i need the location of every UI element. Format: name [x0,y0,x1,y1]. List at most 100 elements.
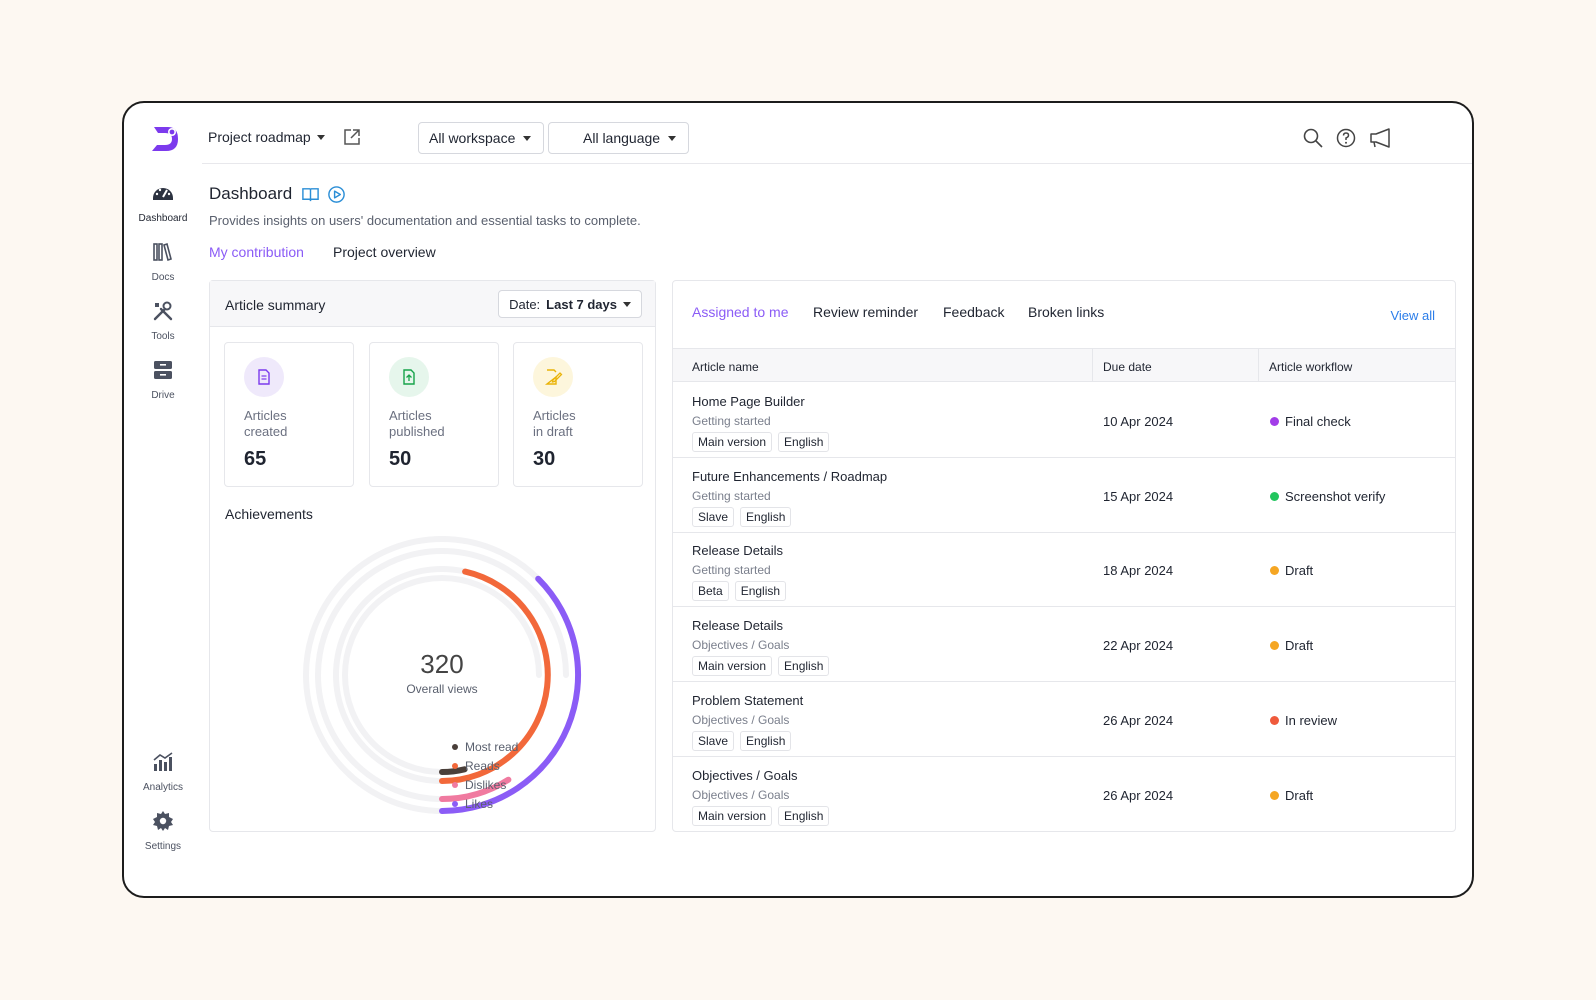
tag-badge: Main version [692,806,773,826]
chart-center-value: 320 [420,649,463,679]
tab-project-overview[interactable]: Project overview [333,244,436,260]
tab-review-reminder[interactable]: Review reminder [813,304,919,320]
chart-center-label: Overall views [406,682,477,696]
table-row[interactable]: Objectives / Goals Objectives / Goals Main… [673,757,1455,832]
table-row[interactable]: Problem Statement Objectives / Goals Slave… [673,682,1455,757]
tasks-panel: Assigned to me Review reminder Feedback … [672,280,1456,832]
sidebar-item-label: Analytics [142,782,183,793]
tag-badge: English [778,806,830,826]
stat-card-published[interactable]: Articles published 50 [369,342,499,487]
column-header-article-name[interactable]: Article name [692,360,759,374]
workspace-dropdown[interactable]: All workspace [418,122,545,154]
stat-label: Articles published [389,408,445,439]
stat-icon-circle [389,357,429,397]
search-icon[interactable] [1302,127,1324,149]
article-category: Getting started [692,563,771,577]
sidebar-item-dashboard[interactable]: Dashboard [124,181,202,226]
language-dropdown[interactable]: All language [548,122,690,154]
sidebar-item-settings[interactable]: Settings [124,809,202,854]
article-name[interactable]: Problem Statement [692,693,804,708]
tag-list: Main version English [692,656,830,676]
article-name[interactable]: Objectives / Goals [692,768,798,783]
article-name[interactable]: Release Details [692,543,784,558]
sidebar-item-drive[interactable]: Drive [124,358,202,403]
workflow-label: In review [1285,713,1338,728]
stat-value: 65 [244,448,267,470]
tag-badge: English [740,731,792,751]
page-subtitle: Provides insights on users' documentatio… [209,213,641,228]
tab-my-contribution[interactable]: My contribution [209,244,304,260]
legend-label: Most read [465,740,518,754]
article-name[interactable]: Future Enhancements / Roadmap [692,469,888,484]
article-category: Objectives / Goals [692,713,790,727]
article-name[interactable]: Home Page Builder [692,394,805,409]
article-category: Getting started [692,489,771,503]
workflow-status: Final check [1270,414,1351,429]
chart-track [342,575,542,775]
column-header-due-date[interactable]: Due date [1103,360,1152,374]
app-window: Dashboard Docs Tools [122,101,1474,898]
date-range-dropdown[interactable]: Date: Last 7 days [498,290,642,318]
article-category: Objectives / Goals [692,788,790,802]
workflow-status: Screenshot verify [1270,489,1385,504]
play-video-icon[interactable] [327,185,346,204]
sidebar-item-label: Settings [144,841,182,852]
document-icon [258,369,270,385]
table-row[interactable]: Home Page Builder Getting started Main ver… [673,383,1455,458]
tools-icon [153,301,173,321]
chart-arc-likes [439,575,582,814]
external-link-icon[interactable] [342,127,362,147]
legend-marker [452,763,458,769]
workflow-status: Draft [1270,788,1313,803]
stat-value: 50 [389,448,412,470]
sidebar-item-analytics[interactable]: Analytics [124,750,202,795]
article-name[interactable]: Release Details [692,618,784,633]
sidebar-item-label: Tools [151,331,175,342]
chart-arc-most-read [439,766,468,775]
stat-card-created[interactable]: Articles created 65 [224,342,354,487]
sidebar: Dashboard Docs Tools [124,103,202,896]
help-icon[interactable] [1335,127,1357,149]
stat-label: Articles in draft [533,408,576,439]
stat-icon-circle [533,357,573,397]
tag-badge: English [778,432,830,452]
tag-badge: Slave [692,731,735,751]
column-divider [1092,349,1093,381]
legend-label: Dislikes [465,778,506,792]
announcement-megaphone-icon[interactable] [1368,127,1394,149]
view-all-link[interactable]: View all [1390,308,1435,323]
project-selector[interactable]: Project roadmap [208,129,325,145]
column-header-article-workflow[interactable]: Article workflow [1269,360,1353,374]
status-dot-icon [1270,566,1279,575]
stat-label: Articles created [244,408,288,439]
table-row[interactable]: Release Details Getting started Beta Englis… [673,532,1455,607]
sidebar-item-docs[interactable]: Docs [124,240,202,285]
tab-broken-links[interactable]: Broken links [1028,304,1105,320]
tab-assigned-to-me[interactable]: Assigned to me [692,304,789,320]
table-row[interactable]: Release Details Objectives / Goals Main ve… [673,607,1455,682]
due-date: 10 Apr 2024 [1103,414,1174,429]
table-row[interactable]: Future Enhancements / Roadmap Getting sta… [673,458,1455,533]
tag-list: Beta English [692,581,787,601]
chart-track [315,548,569,802]
panel-header: Article summary Date: Last 7 days [210,281,655,327]
book-guide-icon[interactable] [301,185,320,204]
status-dot-icon [1270,641,1279,650]
workflow-label: Final check [1285,414,1351,429]
tag-list: Slave English [692,507,792,527]
project-label: Project roadmap [208,129,311,145]
sidebar-item-tools[interactable]: Tools [124,299,202,344]
document-draft-icon [544,369,563,385]
tag-badge: Main version [692,656,773,676]
due-date: 26 Apr 2024 [1103,788,1174,803]
article-category: Objectives / Goals [692,638,790,652]
stat-card-draft[interactable]: Articles in draft 30 [513,342,643,487]
tab-feedback[interactable]: Feedback [943,304,1005,320]
brand-logo-icon[interactable] [150,123,182,155]
tag-list: Main version English [692,806,830,826]
sidebar-item-label: Dashboard [138,213,188,224]
sidebar-item-label: Drive [151,390,175,401]
status-dot-icon [1270,492,1279,501]
chart-arc-reads [439,568,551,784]
tag-badge: English [734,581,787,601]
